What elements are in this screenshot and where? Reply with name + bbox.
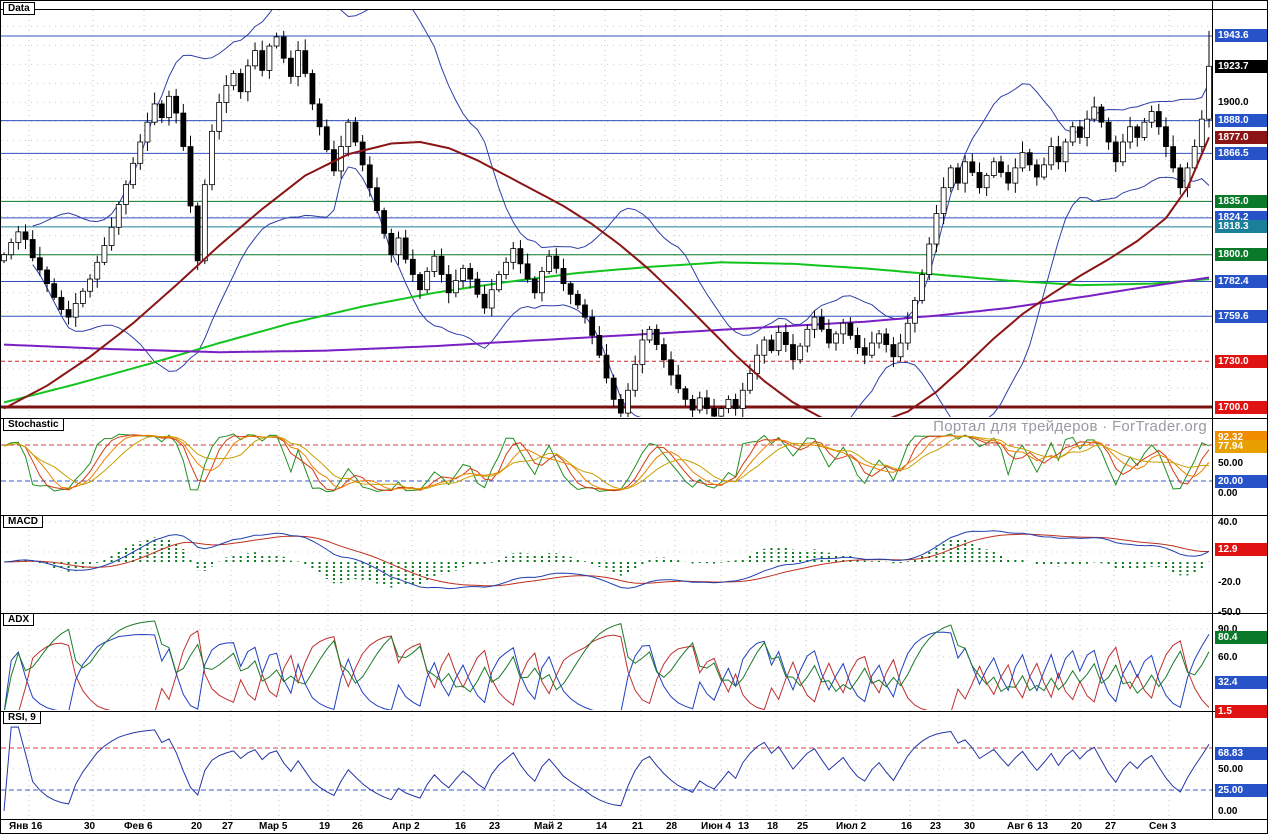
time-axis-label: Мар 5 [259,821,288,832]
time-axis-label: 16 [901,821,913,832]
time-axis-label: 27 [222,821,234,832]
price-axis-badge: 1700.0 [1215,401,1267,414]
time-axis-label: 23 [930,821,942,832]
price-axis-badge: 1800.0 [1215,248,1267,261]
time-axis-label: 19 [319,821,331,832]
price-axis-badge: 1818.3 [1215,220,1267,233]
time-axis-label: Май 2 [534,821,563,832]
macd-layer [1,521,1212,612]
rsi-axis-tick: 0.00 [1218,806,1238,817]
stochastic-axis-badge: 20.00 [1215,475,1267,488]
adx-axis-badge: 80.4 [1215,631,1267,644]
time-axis-label: Июн 4 [701,821,732,832]
price-axis[interactable]: 1943.6 1923.7 1900.0 1888.0 1877.0 1866.5 1835… [1213,1,1267,833]
ma-green-line [3,261,1210,404]
time-axis-label: Сен 3 [1149,821,1177,832]
macd-line [3,530,1210,590]
price-level-lines [1,35,1212,409]
price-axis-badge: 1835.0 [1215,195,1267,208]
time-axis-label: Апр 2 [392,821,420,832]
time-axis-label: 20 [1071,821,1083,832]
stochastic-axis-tick: 0.00 [1218,488,1238,499]
panel-tab-data[interactable]: Data [3,2,35,15]
candles-layer [1,30,1212,417]
price-axis-badge: 1923.7 [1215,60,1267,73]
macd-axis-tick: 40.0 [1218,517,1238,528]
time-axis-label: 25 [797,821,809,832]
panel-tab-macd[interactable]: MACD [3,515,43,528]
watermark: Портал для трейдеров · ForTrader.org [933,418,1207,435]
rsi-axis-badge: 25.00 [1215,784,1267,797]
time-axis-label: 18 [767,821,779,832]
price-axis-badge: 1866.5 [1215,147,1267,160]
time-axis-label: 13 [738,821,750,832]
panel-tab-rsi[interactable]: RSI, 9 [3,711,41,724]
price-axis-badge: 1759.6 [1215,310,1267,323]
time-axis-label: Янв 16 [9,821,43,832]
price-axis-badge: 1730.0 [1215,355,1267,368]
panel-tab-adx[interactable]: ADX [3,613,35,626]
rsi-line [3,726,1210,812]
time-axis-label: Фев 6 [124,821,153,832]
rsi-layer [1,726,1212,812]
adx-axis-tick: 90.0 [1218,624,1238,635]
ma-red-line [3,137,1210,417]
price-axis-badge: 1888.0 [1215,114,1267,127]
time-axis-label: 23 [489,821,501,832]
price-axis-badge: 1782.4 [1215,275,1267,288]
price-panel-layer [1,10,1212,417]
time-axis[interactable]: Янв 16 30 Фев 6 20 27 Мар 5 19 26 Апр 2 16 23 Май 2… [1,820,1213,833]
adx-layer [1,620,1212,710]
time-axis-label: Авг 6 [1007,821,1033,832]
time-axis-label: 30 [84,821,96,832]
stochastic-axis-tick: 50.00 [1218,458,1244,469]
time-axis-label: 21 [632,821,644,832]
time-axis-label: 27 [1105,821,1117,832]
macd-axis-badge: 12.9 [1215,543,1267,556]
price-axis-badge: 1877.0 [1215,131,1267,144]
time-axis-label: 26 [352,821,364,832]
time-axis-label: 28 [666,821,678,832]
rsi-axis-badge: 68.83 [1215,747,1267,760]
time-axis-label: 16 [455,821,467,832]
macd-axis-tick: -20.0 [1218,577,1241,588]
macd-histogram [10,537,1210,588]
adx-di-minus-line [18,629,1210,710]
adx-axis-badge: 1.5 [1215,705,1267,718]
time-axis-label: 20 [191,821,203,832]
stochastic-axis-badge: 77.94 [1215,440,1267,453]
price-axis-badge: 1943.6 [1215,29,1267,42]
rsi-axis-tick: 50.00 [1218,764,1244,775]
adx-line [4,620,1210,710]
adx-axis-tick: 60.0 [1218,652,1238,663]
adx-axis-badge: 32.4 [1215,676,1267,689]
time-axis-label: 30 [964,821,976,832]
macd-signal-line [3,533,1209,587]
panel-tab-stochastic[interactable]: Stochastic [3,418,64,431]
macd-axis-tick: -50.0 [1218,607,1241,618]
time-axis-label: Июл 2 [836,821,867,832]
price-axis-tick: 1900.0 [1218,97,1249,108]
time-axis-label: 13 [1037,821,1049,832]
time-axis-label: 14 [596,821,608,832]
bollinger-upper-line [32,10,1210,336]
stochastic-layer [1,433,1212,493]
ma-purple-line [3,276,1210,354]
adx-di-plus-line [3,631,1210,710]
